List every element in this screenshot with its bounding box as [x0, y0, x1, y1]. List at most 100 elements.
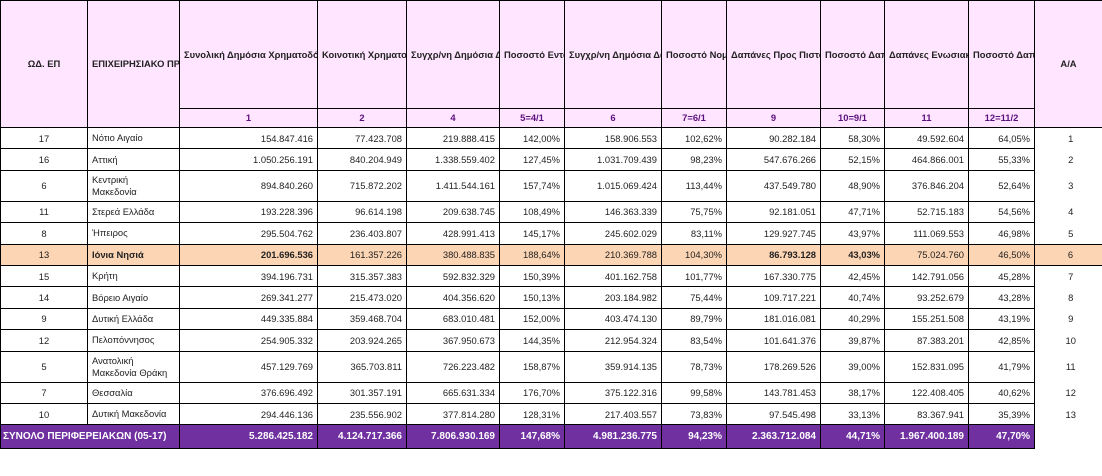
cell-c9[interactable]: 178.269.526 — [726, 350, 821, 383]
table-row[interactable]: 12 Πελοπόννησος 254.905.332 203.924.265 367.… — [0, 329, 1102, 352]
cell-c7[interactable]: 102,62% — [661, 126, 727, 150]
cell-c4[interactable]: 428.991.413 — [406, 222, 500, 245]
col-header-c12[interactable]: Ποσοστό Δαπανών Ενωσιακής Στήριξης (%) — [968, 0, 1035, 109]
cell-c4[interactable]: 683.010.481 — [406, 307, 500, 331]
cell-c12[interactable]: 42,85% — [968, 329, 1035, 352]
cell-c9[interactable]: 167.330.775 — [726, 264, 821, 288]
cell-c2[interactable]: 236.403.807 — [317, 222, 407, 245]
total-c9[interactable]: 2.363.712.084 — [726, 424, 821, 450]
cell-c9[interactable]: 129.927.745 — [726, 222, 821, 245]
cell-c12[interactable]: 35,39% — [968, 402, 1035, 426]
cell-c5[interactable]: 176,70% — [499, 381, 565, 404]
cell-c10[interactable]: 39,87% — [820, 329, 885, 352]
cell-c12[interactable]: 40,62% — [968, 381, 1035, 404]
cell-c11[interactable]: 464.866.001 — [884, 148, 969, 171]
cell-c4[interactable]: 209.638.745 — [406, 200, 500, 224]
col-header-code[interactable]: ΩΔ. ΕΠ — [0, 0, 88, 128]
cell-aa[interactable]: 7 — [1034, 265, 1102, 287]
cell-aa[interactable]: 13 — [1034, 403, 1102, 425]
cell-c11[interactable]: 93.252.679 — [884, 286, 969, 309]
cell-c1[interactable]: 394.196.731 — [179, 264, 318, 288]
cell-c5[interactable]: 152,00% — [499, 307, 565, 331]
cell-c11[interactable]: 122.408.405 — [884, 381, 969, 404]
cell-c6[interactable]: 212.954.324 — [564, 329, 662, 352]
table-row[interactable]: 13 Ιόνια Νησιά 201.696.536 161.357.226 380.4… — [0, 243, 1102, 266]
cell-c6[interactable]: 1.015.069.424 — [564, 169, 662, 202]
cell-c2[interactable]: 840.204.949 — [317, 148, 407, 171]
table-row[interactable]: 11 Στερεά Ελλάδα 193.228.396 96.614.198 209.… — [0, 200, 1102, 224]
col-header-aa[interactable]: Α/Α — [1034, 0, 1102, 128]
total-label[interactable]: ΣΥΝΟΛΟ ΠΕΡΙΦΕΡΕΙΑΚΩΝ (05-17) — [0, 424, 180, 450]
table-row[interactable]: 16 Αττική 1.050.256.191 840.204.949 1.338.55… — [0, 148, 1102, 171]
cell-c7[interactable]: 104,30% — [661, 243, 727, 266]
table-row[interactable]: 9 Δυτική Ελλάδα 449.335.884 359.468.704 683.… — [0, 307, 1102, 331]
table-row[interactable]: 17 Νότιο Αιγαίο 154.847.416 77.423.708 219.8… — [0, 126, 1102, 150]
col-index-c2[interactable]: 2 — [317, 108, 407, 128]
cell-c1[interactable]: 894.840.260 — [179, 169, 318, 202]
cell-c12[interactable]: 52,64% — [968, 169, 1035, 202]
cell-c10[interactable]: 43,03% — [820, 243, 885, 266]
total-aa-empty[interactable] — [1034, 424, 1102, 449]
cell-c2[interactable]: 715.872.202 — [317, 169, 407, 202]
cell-c10[interactable]: 39,00% — [820, 350, 885, 383]
cell-c1[interactable]: 294.446.136 — [179, 402, 318, 426]
cell-c2[interactable]: 161.357.226 — [317, 243, 407, 266]
cell-program-name[interactable]: Στερεά Ελλάδα — [87, 200, 180, 224]
cell-c11[interactable]: 142.791.056 — [884, 264, 969, 288]
cell-c11[interactable]: 155.251.508 — [884, 307, 969, 331]
cell-program-name[interactable]: Ήπειρος — [87, 222, 180, 245]
table-row[interactable]: 14 Βόρειο Αιγαίο 269.341.277 215.473.020 404… — [0, 286, 1102, 309]
cell-c10[interactable]: 40,29% — [820, 307, 885, 331]
col-header-c9[interactable]: Δαπάνες Προς Πιστοποίηση Σύνολο Λογιστ. … — [726, 0, 821, 109]
cell-program-name[interactable]: Πελοπόννησος — [87, 329, 180, 352]
cell-program-name[interactable]: Κεντρική Μακεδονία — [87, 169, 180, 202]
cell-c1[interactable]: 376.696.492 — [179, 381, 318, 404]
cell-code[interactable]: 16 — [0, 148, 88, 171]
cell-c1[interactable]: 269.341.277 — [179, 286, 318, 309]
cell-aa[interactable]: 4 — [1034, 201, 1102, 223]
cell-c4[interactable]: 367.950.673 — [406, 329, 500, 352]
col-index-c11[interactable]: 11 — [884, 108, 969, 128]
cell-aa[interactable]: 5 — [1034, 222, 1102, 245]
cell-code[interactable]: 14 — [0, 286, 88, 309]
cell-c5[interactable]: 150,39% — [499, 264, 565, 288]
table-row[interactable]: 6 Κεντρική Μακεδονία 894.840.260 715.872.20… — [0, 169, 1102, 202]
cell-c5[interactable]: 127,45% — [499, 148, 565, 171]
total-c11[interactable]: 1.967.400.189 — [884, 424, 969, 450]
cell-c12[interactable]: 43,28% — [968, 286, 1035, 309]
cell-code[interactable]: 15 — [0, 264, 88, 288]
col-index-c7[interactable]: 7=6/1 — [661, 108, 727, 128]
cell-c10[interactable]: 48,90% — [820, 169, 885, 202]
cell-c11[interactable]: 52.715.183 — [884, 200, 969, 224]
cell-c7[interactable]: 99,58% — [661, 381, 727, 404]
cell-c10[interactable]: 43,97% — [820, 222, 885, 245]
total-c10[interactable]: 44,71% — [820, 424, 885, 450]
cell-c2[interactable]: 96.614.198 — [317, 200, 407, 224]
cell-c7[interactable]: 89,79% — [661, 307, 727, 331]
cell-c10[interactable]: 38,17% — [820, 381, 885, 404]
cell-c4[interactable]: 592.832.329 — [406, 264, 500, 288]
col-index-c1[interactable]: 1 — [179, 108, 318, 128]
total-c4[interactable]: 7.806.930.169 — [406, 424, 500, 450]
cell-c1[interactable]: 201.696.536 — [179, 243, 318, 266]
cell-code[interactable]: 8 — [0, 222, 88, 245]
cell-code[interactable]: 6 — [0, 169, 88, 202]
cell-c9[interactable]: 181.016.081 — [726, 307, 821, 331]
col-header-c5[interactable]: Ποσοστό Ενταγμένων Έργων (%) — [499, 0, 565, 109]
cell-c6[interactable]: 210.369.788 — [564, 243, 662, 266]
cell-c6[interactable]: 158.906.553 — [564, 126, 662, 150]
cell-c4[interactable]: 665.631.334 — [406, 381, 500, 404]
cell-c4[interactable]: 404.356.620 — [406, 286, 500, 309]
cell-aa[interactable]: 9 — [1034, 308, 1102, 330]
cell-c2[interactable]: 215.473.020 — [317, 286, 407, 309]
total-c2[interactable]: 4.124.717.366 — [317, 424, 407, 450]
cell-c2[interactable]: 365.703.811 — [317, 350, 407, 383]
cell-c7[interactable]: 83,11% — [661, 222, 727, 245]
cell-c9[interactable]: 86.793.128 — [726, 243, 821, 266]
cell-c5[interactable]: 145,17% — [499, 222, 565, 245]
cell-c5[interactable]: 128,31% — [499, 402, 565, 426]
table-row[interactable]: 8 Ήπειρος 295.504.762 236.403.807 428.991.41… — [0, 222, 1102, 245]
cell-c10[interactable]: 42,45% — [820, 264, 885, 288]
cell-c1[interactable]: 1.050.256.191 — [179, 148, 318, 171]
cell-c9[interactable]: 437.549.780 — [726, 169, 821, 202]
